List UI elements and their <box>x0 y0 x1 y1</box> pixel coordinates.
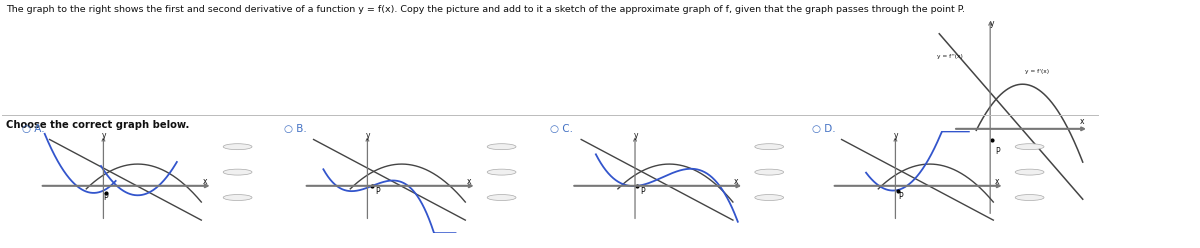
Text: x: x <box>467 177 470 186</box>
Text: y = f'(x): y = f'(x) <box>1025 69 1049 74</box>
Text: ○ B.: ○ B. <box>284 124 307 134</box>
Text: P: P <box>103 193 108 202</box>
Text: P: P <box>996 147 1001 156</box>
Text: P: P <box>640 187 644 196</box>
Text: ○ C.: ○ C. <box>550 124 572 134</box>
Text: x: x <box>734 177 738 186</box>
Text: y: y <box>366 131 371 140</box>
Text: ○ A.: ○ A. <box>22 124 44 134</box>
Text: y: y <box>990 19 994 28</box>
Text: y: y <box>894 131 899 140</box>
Text: The graph to the right shows the first and second derivative of a function y = f: The graph to the right shows the first a… <box>6 5 965 14</box>
Text: x: x <box>203 177 206 186</box>
Text: y: y <box>102 131 107 140</box>
Text: ○ D.: ○ D. <box>812 124 836 134</box>
Text: Choose the correct graph below.: Choose the correct graph below. <box>6 120 190 130</box>
Text: y: y <box>634 131 638 140</box>
Text: x: x <box>995 177 998 186</box>
Text: P: P <box>374 187 379 196</box>
Text: P: P <box>898 192 902 201</box>
Text: y = f''(x): y = f''(x) <box>937 55 962 60</box>
Text: x: x <box>1080 117 1085 126</box>
